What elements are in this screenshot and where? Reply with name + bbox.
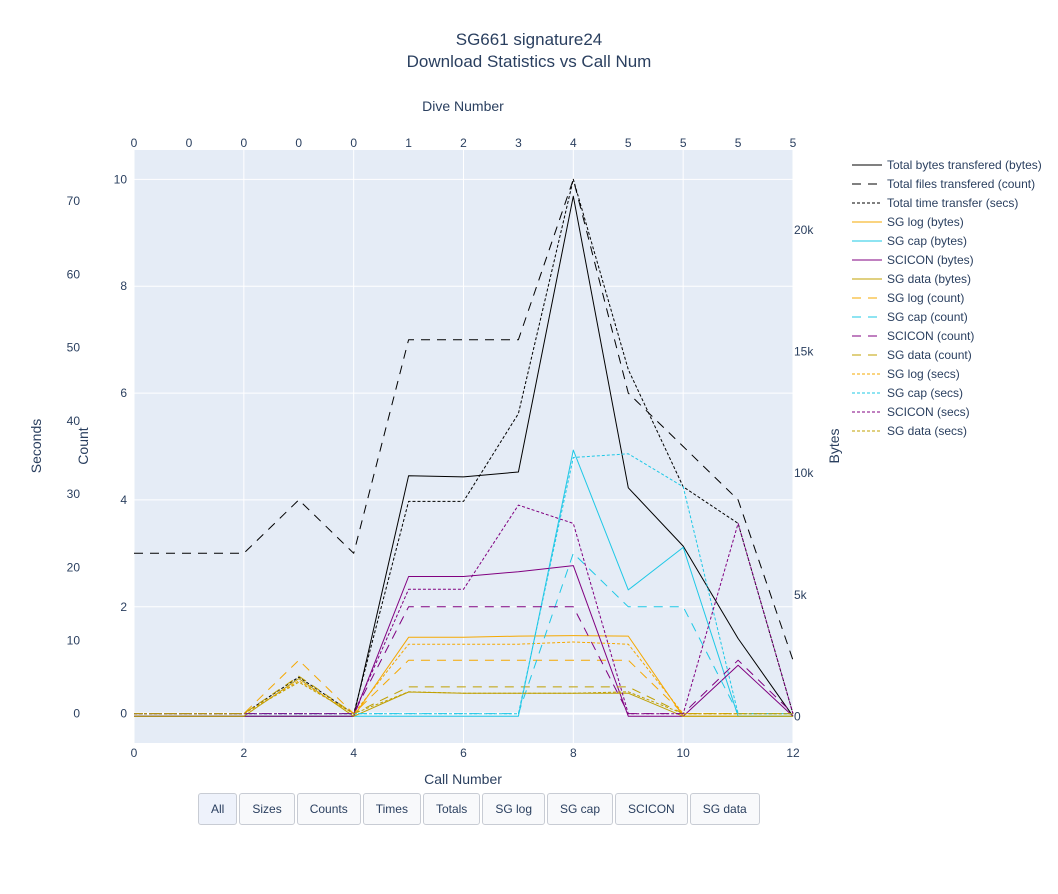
series-line-12 [134, 453, 793, 715]
y-seconds-tick-label: 70 [67, 194, 81, 208]
sizes-button[interactable]: Sizes [239, 793, 295, 825]
x-tick-label: 0 [131, 746, 138, 760]
y-seconds-axis-title: Seconds [28, 419, 44, 473]
legend-item[interactable]: Total bytes transfered (bytes) [852, 158, 1042, 172]
legend-item[interactable]: SG data (secs) [852, 424, 967, 438]
tick-layer: 0 2 4 6 8 10 12024681001020304050607005k10k15k… [67, 136, 815, 760]
series-layer [134, 178, 794, 717]
legend-label: SCICON (count) [887, 329, 974, 343]
series-line-13 [134, 504, 794, 715]
legend-label: Total files transfered (count) [887, 177, 1035, 191]
legend-item[interactable]: SG log (secs) [852, 367, 960, 381]
x2-tick-label: 5 [790, 136, 797, 150]
series-line-11 [134, 641, 793, 715]
sg-cap-button[interactable]: SG cap [547, 793, 614, 825]
legend-item[interactable]: SG cap (secs) [852, 386, 963, 400]
x-axis-title: Call Number [424, 771, 502, 787]
x-tick-label: 2 [240, 746, 247, 760]
legend-label: SG log (count) [887, 291, 964, 305]
x2-tick-label: 1 [405, 136, 412, 150]
all-button[interactable]: All [198, 793, 238, 825]
x2-tick-label: 0 [131, 136, 138, 150]
legend-item[interactable]: Total time transfer (secs) [852, 196, 1018, 210]
x-tick-label: 8 [570, 746, 577, 760]
x2-axis-title: Dive Number [422, 98, 504, 114]
y-count-axis-title: Count [75, 427, 91, 464]
x-tick-label: 12 [786, 746, 800, 760]
y-count-tick-label: 2 [120, 600, 127, 614]
grid-layer [133, 150, 794, 743]
legend-label: SG cap (secs) [887, 386, 963, 400]
y-count-tick-label: 10 [114, 172, 128, 186]
view-button-group: All Sizes Counts Times Totals SG log SG … [198, 793, 760, 825]
legend-item[interactable]: SCICON (bytes) [852, 253, 974, 267]
y-bytes-tick-label: 10k [794, 466, 814, 480]
legend-item[interactable]: Total files transfered (count) [852, 177, 1035, 191]
legend-label: SG cap (count) [887, 310, 968, 324]
legend-item[interactable]: SG data (count) [852, 348, 972, 362]
y-seconds-tick-label: 60 [67, 267, 81, 281]
legend-label: SG data (count) [887, 348, 972, 362]
x2-tick-label: 5 [625, 136, 632, 150]
legend-label: SCICON (bytes) [887, 253, 974, 267]
totals-button[interactable]: Totals [422, 793, 481, 825]
y-count-tick-label: 8 [120, 279, 127, 293]
legend-item[interactable]: SCICON (count) [852, 329, 974, 343]
x2-tick-label: 5 [735, 136, 742, 150]
legend-label: SG data (secs) [887, 424, 967, 438]
chart-title: SG661 signature24 [456, 30, 603, 49]
counts-button[interactable]: Counts [296, 793, 361, 825]
x2-tick-label: 3 [515, 136, 522, 150]
legend-label: SG cap (bytes) [887, 234, 967, 248]
y-bytes-tick-label: 20k [794, 223, 814, 237]
x2-tick-label: 4 [570, 136, 577, 150]
legend-item[interactable]: SG log (bytes) [852, 215, 964, 229]
x2-tick-label: 2 [460, 136, 467, 150]
sg-log-button[interactable]: SG log [482, 793, 545, 825]
x2-tick-label: 0 [240, 136, 247, 150]
legend-label: SG data (bytes) [887, 272, 971, 286]
legend-label: SG log (secs) [887, 367, 960, 381]
legend[interactable]: Total bytes transfered (bytes) Total file… [852, 158, 1042, 438]
x2-tick-label: 5 [680, 136, 687, 150]
legend-label: Total time transfer (secs) [887, 196, 1018, 210]
y-bytes-tick-label: 0 [794, 709, 801, 723]
y-count-tick-label: 0 [120, 707, 127, 721]
y-bytes-tick-label: 15k [794, 345, 814, 359]
y-seconds-tick-label: 0 [73, 707, 80, 721]
series-line-1 [134, 178, 794, 661]
y-bytes-axis-title: Bytes [826, 428, 842, 463]
y-bytes-tick-label: 5k [794, 588, 808, 602]
x2-tick-label: 0 [350, 136, 357, 150]
y-seconds-tick-label: 30 [67, 487, 81, 501]
y-count-tick-label: 4 [120, 493, 127, 507]
scicon-button[interactable]: SCICON [615, 793, 688, 825]
legend-item[interactable]: SG cap (count) [852, 310, 968, 324]
x-tick-label: 10 [676, 746, 690, 760]
y-seconds-tick-label: 10 [67, 634, 81, 648]
x-tick-label: 4 [350, 746, 357, 760]
y-seconds-tick-label: 20 [67, 560, 81, 574]
legend-item[interactable]: SCICON (secs) [852, 405, 970, 419]
x2-tick-label: 0 [186, 136, 193, 150]
times-button[interactable]: Times [362, 793, 421, 825]
legend-item[interactable]: SG log (count) [852, 291, 964, 305]
legend-item[interactable]: SG cap (bytes) [852, 234, 967, 248]
legend-label: SG log (bytes) [887, 215, 964, 229]
chart-subtitle: Download Statistics vs Call Num [407, 52, 652, 71]
legend-item[interactable]: SG data (bytes) [852, 272, 971, 286]
y-seconds-tick-label: 50 [67, 341, 81, 355]
legend-label: Total bytes transfered (bytes) [887, 158, 1042, 172]
x2-tick-label: 0 [295, 136, 302, 150]
legend-label: SCICON (secs) [887, 405, 970, 419]
sg-data-button[interactable]: SG data [689, 793, 760, 825]
y-seconds-tick-label: 40 [67, 414, 81, 428]
y-count-tick-label: 6 [120, 386, 127, 400]
x-tick-label: 6 [460, 746, 467, 760]
series-line-14 [134, 681, 793, 715]
